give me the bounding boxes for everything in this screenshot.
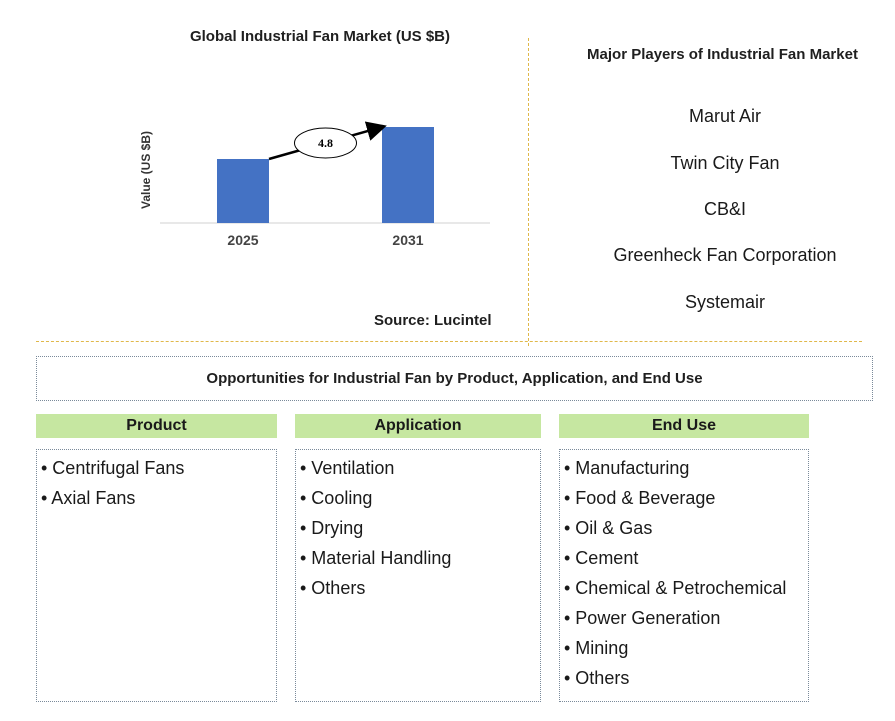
list-item: • Cooling — [300, 488, 373, 508]
bar-chart: Value (US $B) 2025 2031 4.8 — [139, 121, 490, 248]
player-item: Systemair — [684, 292, 765, 312]
horizontal-divider — [36, 341, 862, 342]
application-list: • Ventilation • Cooling • Drying • Mater… — [295, 449, 541, 702]
list-item: • Others — [300, 578, 366, 598]
list-item: • Centrifugal Fans — [41, 458, 185, 478]
players-title: Major Players of Industrial Fan Market — [587, 46, 858, 63]
x-tick-label: 2025 — [227, 232, 258, 248]
list-item: • Others — [564, 668, 630, 688]
list-item: • Drying — [300, 518, 364, 538]
vertical-divider — [528, 38, 529, 346]
player-item: CB&I — [703, 199, 746, 219]
end-use-list: • Manufacturing • Food & Beverage • Oil … — [559, 449, 809, 702]
product-header: Product — [36, 414, 277, 438]
x-tick-label: 2031 — [392, 232, 423, 248]
list-item: • Axial Fans — [41, 488, 136, 508]
player-item: Twin City Fan — [670, 153, 780, 173]
growth-annotation-label: 4.8 — [318, 136, 333, 150]
y-axis-label: Value (US $B) — [139, 131, 153, 209]
growth-annotation-bubble — [294, 127, 357, 159]
list-item: • Food & Beverage — [564, 488, 716, 508]
player-item: Marut Air — [688, 106, 762, 126]
application-header: Application — [295, 414, 541, 438]
list-item: • Ventilation — [300, 458, 395, 478]
list-item: • Oil & Gas — [564, 518, 653, 538]
player-item: Greenheck Fan Corporation — [613, 245, 837, 265]
opportunities-title: Opportunities for Industrial Fan by Prod… — [36, 356, 873, 401]
bar-2031 — [382, 127, 434, 223]
list-item: • Cement — [564, 548, 639, 568]
list-item: • Chemical & Petrochemical — [564, 578, 787, 598]
product-list: • Centrifugal Fans • Axial Fans — [36, 449, 277, 702]
chart-title: Global Industrial Fan Market (US $B) — [189, 28, 451, 45]
list-item: • Mining — [564, 638, 629, 658]
list-item: • Power Generation — [564, 608, 721, 628]
source-note: Source: Lucintel — [374, 312, 492, 329]
end-use-header: End Use — [559, 414, 809, 438]
list-item: • Manufacturing — [564, 458, 690, 478]
list-item: • Material Handling — [300, 548, 452, 568]
bar-2025 — [217, 159, 269, 223]
